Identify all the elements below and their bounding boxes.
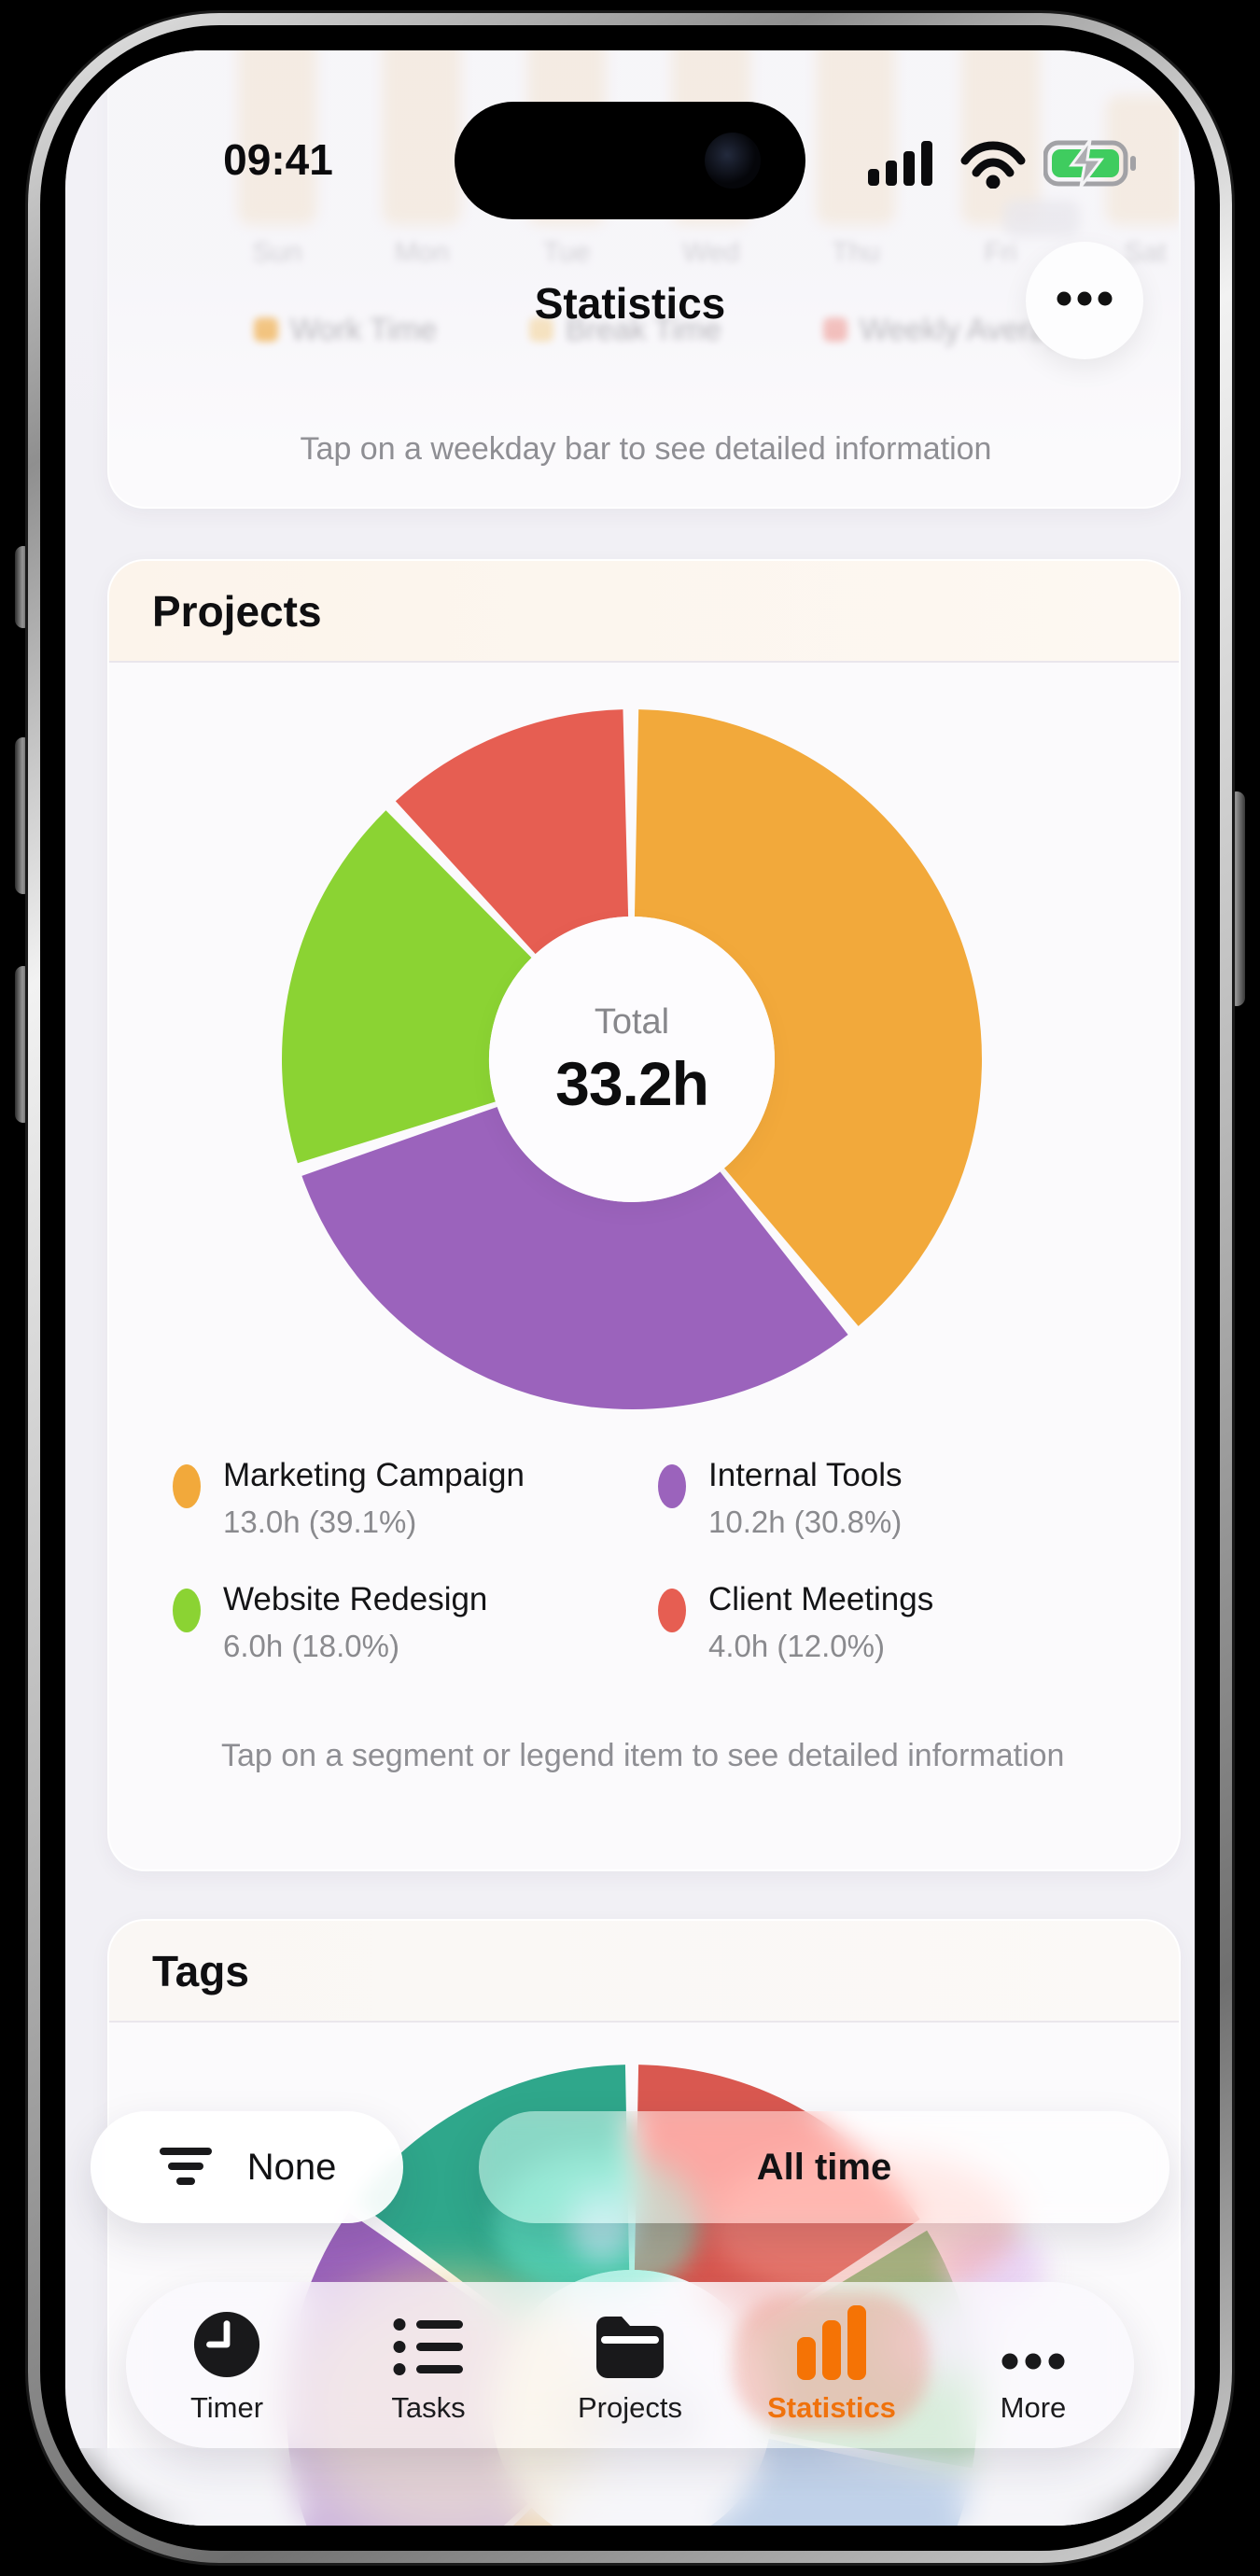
weekday-label: Tue: [542, 237, 591, 268]
app-screen: Sun Mon Tue Wed Thu Fri Sat Work Time Break Tim…: [65, 50, 1195, 2526]
action-button[interactable]: [15, 546, 32, 628]
project-legend-item[interactable]: Website Redesign 6.0h (18.0%): [173, 1581, 658, 1664]
time-range-pill[interactable]: All time: [479, 2111, 1169, 2223]
tab-bar: Timer Tasks Projects Statistics More: [126, 2282, 1134, 2448]
projects-card: Projects Total 33.2h Marketing Campaign …: [107, 559, 1181, 1871]
weekday-label: Wed: [682, 237, 740, 268]
power-button[interactable]: [1228, 791, 1245, 1006]
more-options-button[interactable]: [1026, 242, 1143, 359]
legend-dot: [173, 1464, 201, 1508]
list-icon: [391, 2305, 466, 2380]
tab-label: Projects: [578, 2391, 682, 2424]
tab-timer[interactable]: Timer: [138, 2305, 315, 2425]
tab-statistics[interactable]: Statistics: [743, 2305, 920, 2425]
projects-donut-chart[interactable]: [273, 700, 991, 1419]
tab-label: Tasks: [391, 2391, 466, 2424]
project-name: Website Redesign: [223, 1581, 488, 1617]
donut-segment[interactable]: [282, 709, 982, 1409]
weekly-hint-text: Tap on a weekday bar to see detailed inf…: [300, 431, 992, 467]
project-value: 4.0h (12.0%): [708, 1629, 885, 1663]
wifi-icon: [958, 138, 1029, 193]
weekday-label: Mon: [394, 237, 450, 268]
projects-hint-text: Tap on a segment or legend item to see d…: [221, 1738, 1065, 1773]
donut-segment[interactable]: [282, 709, 982, 1409]
project-value: 10.2h (30.8%): [708, 1505, 903, 1539]
battery-charging-icon: [1043, 139, 1137, 191]
tab-projects[interactable]: Projects: [541, 2305, 719, 2425]
tab-label: Statistics: [767, 2391, 896, 2424]
projects-donut-center: Total 33.2h: [489, 917, 775, 1202]
project-value: 6.0h (18.0%): [223, 1629, 399, 1663]
dynamic-island: [455, 102, 805, 219]
tab-more[interactable]: More: [945, 2305, 1122, 2425]
legend-dot: [173, 1589, 201, 1632]
total-value: 33.2h: [555, 1049, 709, 1118]
time-range-label: All time: [756, 2146, 892, 2188]
tab-tasks[interactable]: Tasks: [340, 2305, 517, 2425]
project-legend-item[interactable]: Internal Tools 10.2h (30.8%): [658, 1457, 1069, 1540]
legend-dot: [658, 1589, 686, 1632]
tab-label: Timer: [189, 2391, 264, 2424]
status-time: 09:41: [223, 135, 333, 184]
project-legend-item[interactable]: Marketing Campaign 13.0h (39.1%): [173, 1457, 658, 1540]
filter-pill[interactable]: None: [91, 2111, 403, 2223]
project-name: Client Meetings: [708, 1581, 934, 1617]
filter-icon: [158, 2146, 214, 2189]
front-camera: [705, 133, 761, 189]
volume-down-button[interactable]: [15, 966, 32, 1123]
project-name: Marketing Campaign: [223, 1457, 525, 1493]
project-name: Internal Tools: [708, 1457, 903, 1493]
page-title: Statistics: [534, 279, 726, 328]
project-legend-item[interactable]: Client Meetings 4.0h (12.0%): [658, 1581, 1069, 1664]
blurred-value-blob: [1003, 200, 1080, 237]
projects-card-header: Projects: [109, 561, 1179, 663]
bottom-blur-overlay: [65, 2448, 1195, 2526]
ellipsis-icon: [997, 2305, 1070, 2380]
legend-swatch: [254, 317, 278, 342]
ellipsis-icon: [1042, 285, 1127, 317]
weekday-label: Thu: [832, 237, 880, 268]
folder-icon: [593, 2305, 667, 2380]
donut-segment[interactable]: [282, 709, 982, 1409]
filter-pill-label: None: [246, 2146, 337, 2188]
projects-title: Projects: [152, 586, 322, 636]
tags-card-header: Tags: [109, 1921, 1179, 2023]
tab-label: More: [1000, 2391, 1067, 2424]
weekday-bar-mon[interactable]: [383, 50, 461, 225]
clock-icon: [192, 2305, 261, 2380]
tags-title: Tags: [152, 1946, 249, 1995]
total-label: Total: [594, 1002, 670, 1042]
volume-up-button[interactable]: [15, 737, 32, 894]
status-icons: [868, 138, 1137, 193]
weekday-label: Sun: [252, 237, 302, 268]
legend-dot: [658, 1464, 686, 1508]
cellular-signal-icon: [868, 139, 943, 192]
bar-chart-icon: [795, 2305, 868, 2380]
donut-segment[interactable]: [282, 709, 982, 1409]
project-value: 13.0h (39.1%): [223, 1505, 417, 1539]
